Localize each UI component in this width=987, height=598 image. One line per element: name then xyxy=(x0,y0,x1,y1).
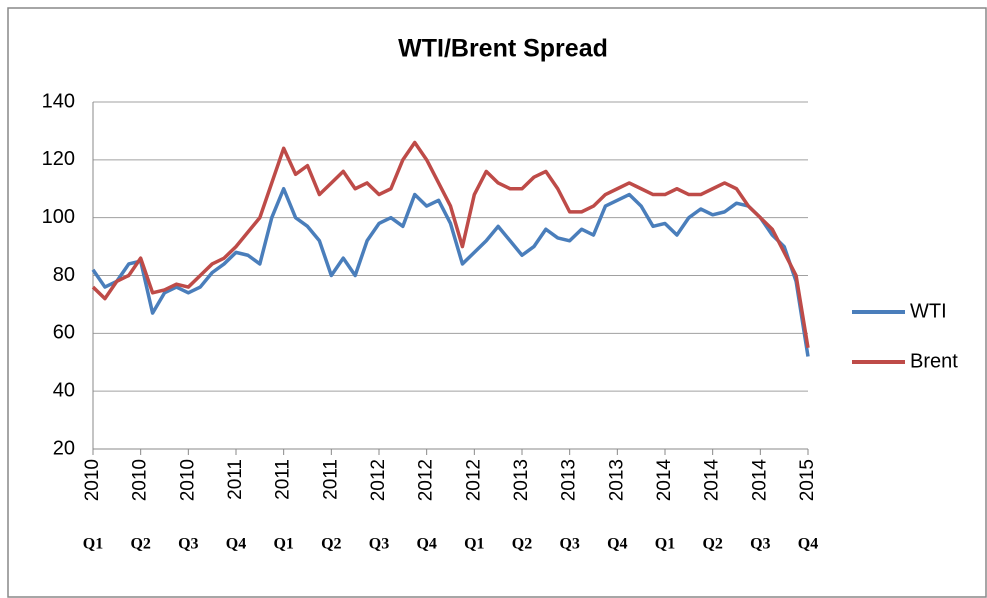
legend-label: Brent xyxy=(910,350,958,372)
quarter-label: Q2 xyxy=(130,536,150,553)
x-tick-label: 2015 xyxy=(797,459,818,501)
x-tick-label: 2012 xyxy=(463,459,484,501)
x-tick-label: 2014 xyxy=(749,459,770,502)
chart-title: WTI/Brent Spread xyxy=(398,35,608,63)
y-tick-label: 80 xyxy=(53,264,75,286)
quarter-label: Q4 xyxy=(607,536,627,553)
y-tick-label: 40 xyxy=(53,379,75,401)
y-tick-label: 120 xyxy=(42,148,75,170)
quarter-label: Q2 xyxy=(512,536,532,553)
x-tick-label: 2014 xyxy=(702,459,723,502)
quarter-label: Q4 xyxy=(416,536,436,553)
y-tick-label: 60 xyxy=(53,322,75,344)
y-tick-label: 140 xyxy=(42,90,75,112)
quarter-label: Q3 xyxy=(369,536,389,553)
series-line xyxy=(91,140,810,349)
x-tick-label: 2010 xyxy=(177,459,198,501)
quarter-label: Q2 xyxy=(702,536,722,553)
x-tick-label: 2011 xyxy=(320,459,341,500)
quarter-label: Q3 xyxy=(178,536,198,553)
quarter-label: Q1 xyxy=(655,536,675,553)
x-tick-label: 2013 xyxy=(606,459,627,501)
quarter-label: Q3 xyxy=(750,536,770,553)
x-tick-label: 2010 xyxy=(130,459,151,501)
y-tick-label: 100 xyxy=(42,206,75,228)
x-tick-label: 2014 xyxy=(654,459,675,502)
quarter-label: Q1 xyxy=(464,536,484,553)
x-tick-label: 2013 xyxy=(559,459,580,501)
x-tick-label: 2011 xyxy=(225,459,246,500)
x-tick-label: 2010 xyxy=(82,459,103,501)
x-tick-label: 2012 xyxy=(416,459,437,501)
quarter-label: Q4 xyxy=(798,536,818,553)
chart-frame xyxy=(7,7,987,598)
y-tick-label: 20 xyxy=(53,437,75,459)
quarter-label: Q4 xyxy=(226,536,246,553)
quarter-label: Q1 xyxy=(273,536,293,553)
x-tick-label: 2011 xyxy=(273,459,294,500)
x-tick-label: 2012 xyxy=(368,459,389,501)
quarter-label: Q2 xyxy=(321,536,341,553)
quarter-label: Q1 xyxy=(83,536,103,553)
quarter-label: Q3 xyxy=(559,536,579,553)
legend-label: WTI xyxy=(910,300,947,322)
x-tick-label: 2013 xyxy=(511,459,532,501)
series-line xyxy=(91,187,810,357)
